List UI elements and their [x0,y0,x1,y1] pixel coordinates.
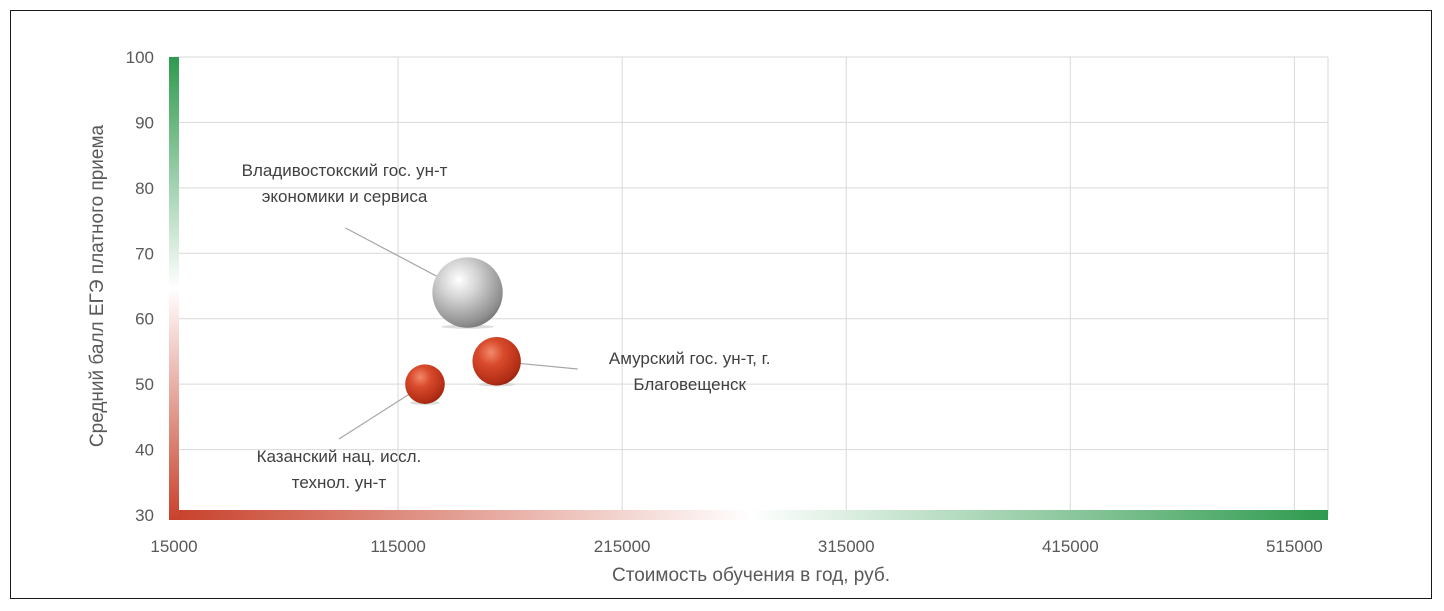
y-tick-label: 70 [135,244,154,263]
bubble-1 [472,337,521,386]
bubble-0 [432,257,503,328]
x-tick-label: 515000 [1266,537,1323,556]
bubble-label-1: Амурский гос. ун-т, г. Благовещенск [609,349,771,394]
bubble-label-line: экономики и сервиса [262,187,428,206]
y-tick-label: 30 [135,506,154,525]
y-tick-label: 100 [126,48,154,67]
tick-labels: 15000 115000 215000 315000 415000 515000 30 40 5… [126,48,1323,556]
x-tick-label: 115000 [370,537,425,556]
bubble-label-line: технол. ун-т [292,473,387,492]
bubble-label-2: Казанский нац. иссл. технол. ун-т [257,447,422,492]
bubble-label-0: Владивостокский гос. ун-т экономики и сер… [242,161,448,206]
y-tick-label: 60 [135,310,154,329]
y-tick-label: 40 [135,441,154,460]
x-tick-label: 315000 [818,537,875,556]
x-tick-label: 15000 [150,537,197,556]
x-tick-label: 215000 [594,537,651,556]
x-axis-bar [174,510,1328,520]
chart-frame [10,10,1432,599]
y-tick-label: 90 [135,113,154,132]
bubble-label-line: Амурский гос. ун-т, г. [609,349,771,368]
y-axis-bar [169,57,179,520]
bubbles [405,257,521,405]
x-axis-title: Стоимость обучения в год, руб. [612,565,890,586]
bubble-label-line: Благовещенск [633,375,746,394]
bubble-labels: Владивостокский гос. ун-т экономики и сер… [242,161,771,492]
y-axis-title: Средний балл ЕГЭ платного приема [87,124,108,447]
bubble-label-line: Казанский нац. иссл. [257,447,422,466]
x-tick-label: 415000 [1042,537,1099,556]
y-tick-label: 80 [135,179,154,198]
bubble-2 [405,364,445,404]
y-tick-label: 50 [135,375,154,394]
axes [169,57,1328,520]
bubble-label-line: Владивостокский гос. ун-т [242,161,448,180]
